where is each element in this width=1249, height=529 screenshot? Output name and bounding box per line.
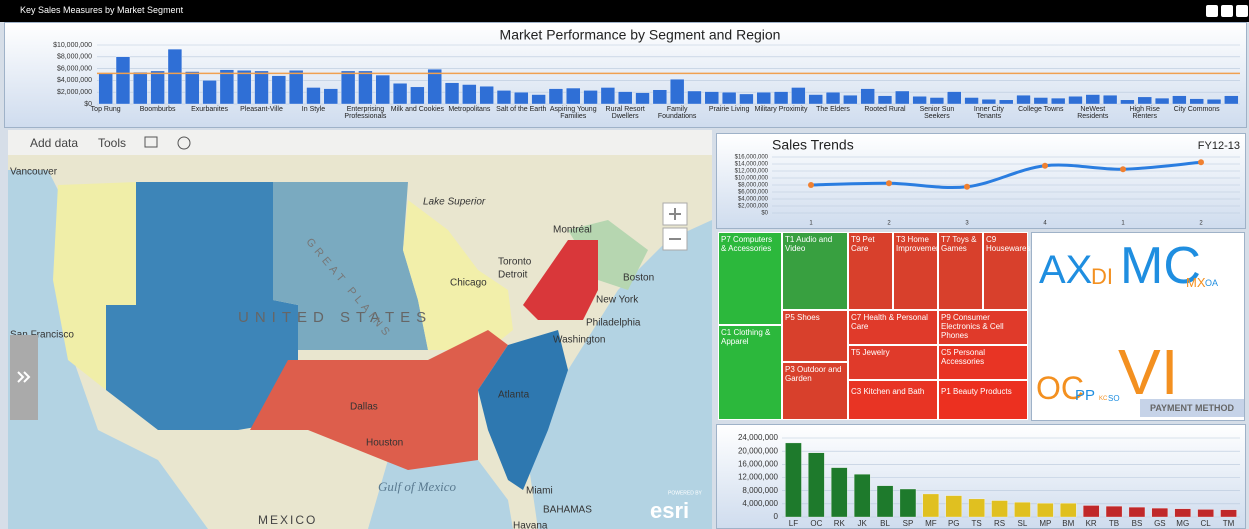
logo: esri xyxy=(650,498,689,523)
map-label: Vancouver xyxy=(10,167,58,178)
map-label: Havana xyxy=(513,521,548,529)
x-tick-label: Salt of the Earth xyxy=(494,106,548,113)
map-label: Lake Superior xyxy=(423,197,486,208)
x-tick-label: Military Proximity xyxy=(754,106,808,113)
map-label: Boston xyxy=(623,273,654,284)
word[interactable]: PP xyxy=(1075,388,1095,403)
treemap-cell[interactable]: P1 Beauty Products xyxy=(938,380,1028,420)
title-bar: Key Sales Measures by Market Segment xyxy=(0,0,1249,22)
map-label: MEXICO xyxy=(258,513,317,527)
map-label: Gulf of Mexico xyxy=(378,479,456,494)
expand-button[interactable] xyxy=(10,335,38,420)
x-tick-label: Metropolitans xyxy=(442,106,496,113)
dashboard: Key Sales Measures by Market Segment Add… xyxy=(0,0,1249,529)
x-tick-label: Senior Sun Seekers xyxy=(910,106,964,120)
treemap-cell[interactable]: P9 Consumer Electronics & Cell Phones xyxy=(938,310,1028,345)
word[interactable]: MX xyxy=(1186,276,1206,289)
map-label: Philadelphia xyxy=(586,318,641,329)
x-tick-label: Milk and Cookies xyxy=(390,106,444,113)
word[interactable]: VI xyxy=(1118,340,1178,404)
x-tick-label: Exurbanites xyxy=(183,106,237,113)
minimize-button[interactable] xyxy=(1221,5,1233,17)
word-cloud-title: PAYMENT METHOD xyxy=(1140,399,1244,417)
treemap-cell[interactable]: C1 Clothing & Apparel xyxy=(718,325,782,420)
x-tick-label: Inner City Tenants xyxy=(962,106,1016,120)
treemap-cell[interactable]: T9 Pet Care xyxy=(848,232,893,310)
x-tick-label: High Rise Renters xyxy=(1118,106,1172,120)
treemap-cell[interactable]: C3 Kitchen and Bath xyxy=(848,380,938,420)
x-tick-label: Top Rung xyxy=(79,106,133,113)
map-label: Chicago xyxy=(450,278,487,289)
treemap: P7 Computers & Accessories T1 Audio and … xyxy=(718,232,1028,420)
x-tick-label: Boomburbs xyxy=(131,106,185,113)
dropdown-button[interactable] xyxy=(1206,5,1218,17)
treemap-cell[interactable]: T3 Home Improvement xyxy=(893,232,938,310)
map-label: Toronto xyxy=(498,257,532,268)
window-title: Key Sales Measures by Market Segment xyxy=(20,5,183,15)
treemap-cell[interactable]: P7 Computers & Accessories xyxy=(718,232,782,325)
treemap-cell[interactable]: T7 Toys & Games xyxy=(938,232,983,310)
treemap-cell[interactable]: C7 Health & Personal Care xyxy=(848,310,938,345)
toolbar-button[interactable]: Add data xyxy=(30,136,78,150)
x-tick-label: Family Foundations xyxy=(650,106,704,120)
map-label: Montréal xyxy=(553,225,592,236)
treemap-cell[interactable]: T5 Jewelry xyxy=(848,345,938,380)
map-label: Atlanta xyxy=(498,390,530,401)
x-tick-label: Rural Resort Dwellers xyxy=(598,106,652,120)
x-tick-label: College Towns xyxy=(1014,106,1068,113)
map-label: Miami xyxy=(526,486,553,497)
x-tick-label: City Commons xyxy=(1170,106,1224,113)
x-tick-label: Pleasant-Ville xyxy=(235,106,289,113)
word[interactable]: AX xyxy=(1039,250,1092,290)
map-label: Washington xyxy=(553,335,605,346)
treemap-cell[interactable]: C5 Personal Accessories xyxy=(938,345,1028,380)
x-tick-label: Aspiring Young Families xyxy=(546,106,600,120)
trend-panel xyxy=(716,133,1246,229)
map-label: Detroit xyxy=(498,270,528,281)
treemap-cell[interactable]: T1 Audio and Video xyxy=(782,232,848,310)
x-tick-label: Rooted Rural xyxy=(858,106,912,113)
x-tick-label: NeWest Residents xyxy=(1066,106,1120,120)
word[interactable]: DI xyxy=(1091,266,1113,288)
word[interactable]: OA xyxy=(1205,279,1218,288)
attribution: POWERED BY xyxy=(668,490,703,496)
toolbar-button[interactable]: Tools xyxy=(98,136,126,150)
map-label: UNITED STATES xyxy=(238,309,432,326)
treemap-cell[interactable]: P3 Outdoor and Garden xyxy=(782,362,848,420)
x-tick-label: Enterprising Professionals xyxy=(338,106,392,120)
map: Add data Tools Vancouver Montréal Lake S… xyxy=(8,130,712,529)
map-label: Dallas xyxy=(350,402,378,413)
map-label: New York xyxy=(596,295,639,306)
word[interactable]: KC xyxy=(1099,396,1107,402)
bottom-chart-panel xyxy=(716,424,1246,529)
maximize-button[interactable] xyxy=(1236,5,1248,17)
treemap-cell[interactable]: C9 Housewares xyxy=(983,232,1028,310)
map-label: Houston xyxy=(366,438,403,449)
x-tick-label: In Style xyxy=(286,106,340,113)
treemap-cell[interactable]: P5 Shoes xyxy=(782,310,848,362)
x-tick-label: Prairie Living xyxy=(702,106,756,113)
x-tick-label: The Elders xyxy=(806,106,860,113)
map-label: BAHAMAS xyxy=(543,505,592,516)
